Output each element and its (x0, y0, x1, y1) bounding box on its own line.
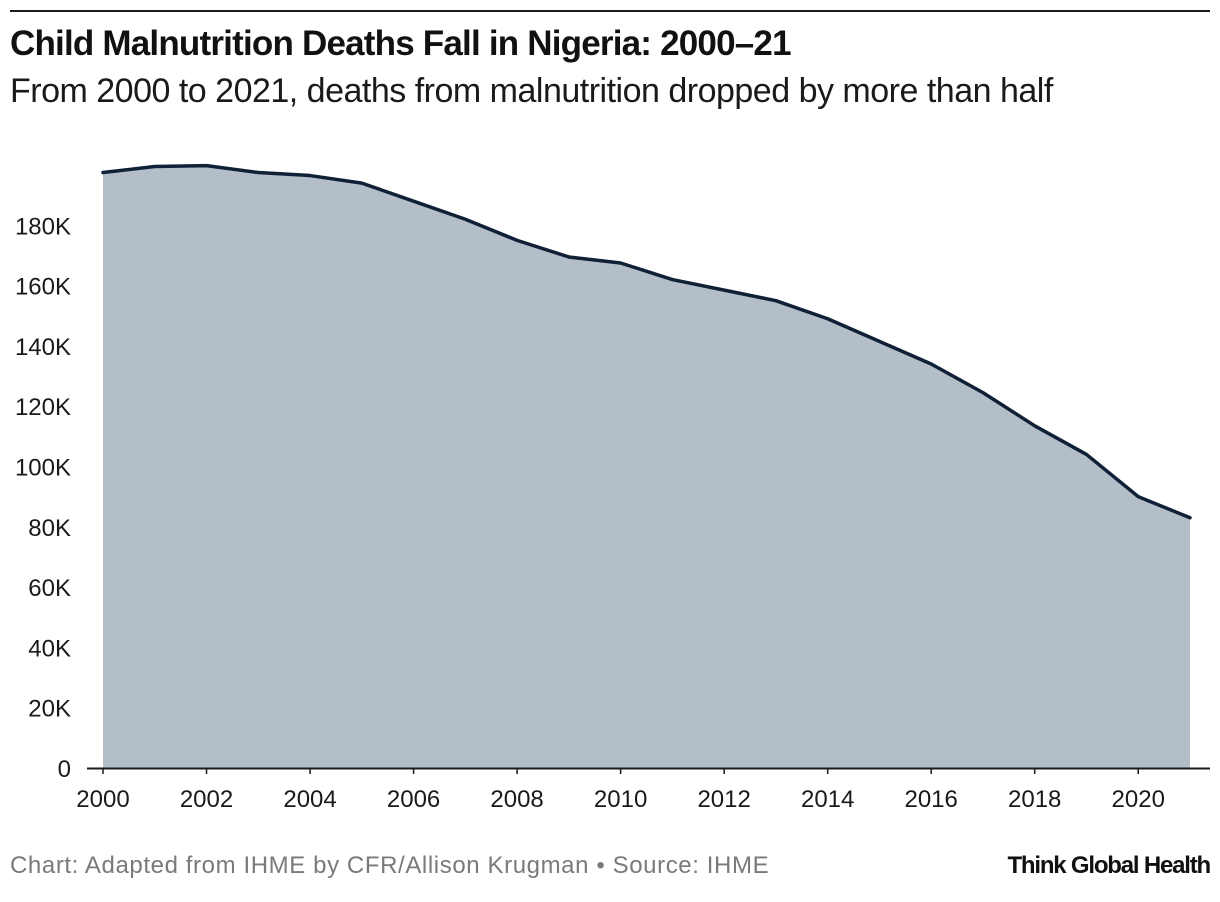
y-tick-label: 80K (28, 515, 71, 542)
chart-subtitle: From 2000 to 2021, deaths from malnutrit… (10, 72, 1053, 110)
series-line (101, 163, 1192, 520)
x-tick-label: 2002 (180, 786, 233, 813)
chart-title: Child Malnutrition Deaths Fall in Nigeri… (10, 24, 792, 63)
y-tick-label: 160K (15, 274, 71, 301)
y-tick-label: 120K (15, 394, 71, 421)
x-tick-label: 2018 (1008, 786, 1061, 813)
y-tick-label: 60K (28, 575, 71, 602)
brand-logo: Think Global Health (1007, 852, 1211, 879)
y-tick-label: 100K (15, 455, 71, 482)
area-chart: 0 20K 40K 60K 80K 100K 120K 140K 160K 180K 2000 200… (15, 163, 1210, 813)
y-tick-label: 0 (58, 756, 71, 783)
x-tick-label: 2006 (387, 786, 440, 813)
x-tick-label: 2020 (1112, 786, 1165, 813)
y-tick-label: 140K (15, 334, 71, 361)
y-tick-label: 40K (28, 635, 71, 662)
y-tick-label: 180K (15, 213, 71, 240)
y-tick-label: 20K (28, 696, 71, 723)
x-tick-label: 2008 (490, 786, 543, 813)
x-tick-label: 2014 (801, 786, 854, 813)
source-note: Chart: Adapted from IHME by CFR/Allison … (10, 852, 770, 879)
x-tick-label: 2016 (904, 786, 957, 813)
top-rule (10, 10, 1210, 12)
x-tick-label: 2012 (697, 786, 750, 813)
area-fill (103, 165, 1190, 768)
x-tick-label: 2000 (76, 786, 129, 813)
x-tick-label: 2004 (283, 786, 336, 813)
x-tick-label: 2010 (594, 786, 647, 813)
